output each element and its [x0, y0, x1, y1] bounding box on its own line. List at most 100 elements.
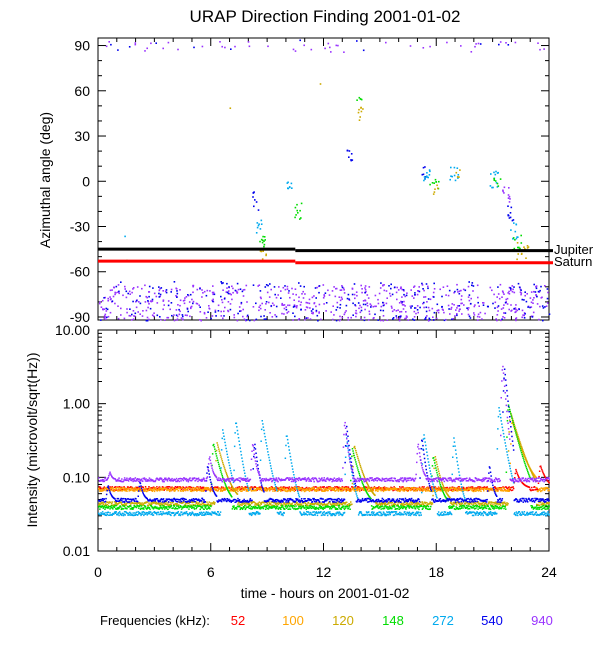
- intensity-point: [392, 489, 395, 491]
- intensity-point: [509, 419, 511, 421]
- intensity-point: [538, 475, 540, 478]
- intensity-point: [257, 507, 259, 509]
- intensity-point: [229, 469, 232, 472]
- intensity-point: [173, 505, 175, 507]
- intensity-point: [199, 489, 201, 492]
- azimuth-point: [152, 287, 154, 289]
- intensity-point: [520, 451, 523, 454]
- intensity-point: [240, 450, 242, 453]
- intensity-point: [232, 488, 235, 490]
- azimuth-point: [433, 296, 435, 298]
- intensity-point: [445, 488, 447, 490]
- azimuth-point: [195, 302, 198, 305]
- intensity-point: [290, 459, 292, 461]
- intensity-point: [415, 488, 417, 490]
- azimuth-point: [451, 303, 454, 305]
- intensity-point: [353, 445, 356, 448]
- intensity-point: [541, 487, 544, 490]
- azimuth-point: [278, 286, 280, 288]
- intensity-point: [138, 507, 140, 509]
- intensity-point: [182, 505, 185, 508]
- azimuth-point: [506, 297, 509, 300]
- azimuth-point: [135, 306, 138, 309]
- azimuth-point: [114, 302, 116, 305]
- intensity-point: [219, 511, 222, 513]
- azimuth-point: [312, 308, 314, 310]
- azimuth-point: [132, 288, 134, 290]
- azimuth-point: [306, 302, 309, 304]
- intensity-point: [208, 507, 210, 509]
- intensity-point: [243, 489, 245, 491]
- intensity-point: [119, 512, 121, 515]
- azimuth-point: [324, 292, 327, 294]
- intensity-point: [314, 507, 316, 509]
- intensity-point: [255, 512, 257, 515]
- intensity-point: [133, 490, 135, 492]
- intensity-point: [293, 486, 295, 489]
- intensity-point: [220, 458, 223, 460]
- intensity-point: [246, 485, 249, 487]
- intensity-point: [341, 503, 343, 506]
- azimuth-point: [159, 316, 161, 318]
- intensity-point: [340, 487, 342, 489]
- intensity-point: [312, 488, 314, 491]
- intensity-point: [189, 487, 191, 490]
- azimuth-point: [437, 311, 440, 314]
- intensity-point: [533, 486, 536, 488]
- intensity-point: [261, 420, 263, 422]
- intensity-point: [493, 507, 496, 509]
- intensity-point: [192, 512, 194, 514]
- intensity-point: [162, 506, 165, 509]
- intensity-point: [316, 514, 319, 517]
- azimuth-point: [158, 289, 161, 292]
- intensity-point: [99, 508, 101, 510]
- intensity-point: [458, 486, 461, 488]
- azimuth-point: [287, 187, 289, 189]
- azimuth-point: [544, 306, 546, 308]
- intensity-point: [228, 492, 231, 494]
- intensity-point: [219, 469, 222, 471]
- azimuth-point: [423, 289, 425, 292]
- intensity-point: [400, 503, 402, 506]
- azimuth-point: [431, 307, 434, 310]
- azimuth-point: [503, 312, 505, 314]
- azimuth-point: [117, 305, 119, 307]
- intensity-point: [245, 486, 247, 489]
- intensity-point: [541, 470, 544, 472]
- intensity-point: [523, 461, 526, 463]
- intensity-point: [361, 469, 363, 472]
- intensity-point: [441, 490, 444, 492]
- azimuth-point: [379, 287, 382, 289]
- intensity-point: [424, 488, 426, 491]
- azimuth-point: [235, 290, 238, 292]
- azimuth-point: [390, 287, 392, 290]
- intensity-point: [229, 493, 231, 495]
- azimuth-point: [351, 287, 354, 290]
- intensity-point: [517, 475, 519, 477]
- intensity-point: [516, 473, 519, 476]
- intensity-point: [350, 490, 352, 492]
- intensity-point: [438, 472, 440, 475]
- intensity-point: [310, 504, 312, 506]
- intensity-point: [258, 507, 261, 510]
- azimuth-point: [288, 186, 291, 188]
- intensity-point: [445, 491, 447, 493]
- intensity-point: [191, 511, 194, 513]
- azimuth-point: [515, 223, 518, 226]
- intensity-point: [302, 513, 305, 515]
- azimuth-point: [471, 284, 473, 287]
- intensity-point: [341, 506, 343, 509]
- intensity-point: [344, 489, 346, 491]
- azimuth-point: [464, 289, 467, 292]
- azimuth-point: [297, 212, 299, 214]
- intensity-point: [281, 505, 284, 507]
- azimuth-point: [385, 302, 388, 305]
- intensity-point: [448, 506, 450, 508]
- azimuth-point: [482, 302, 485, 304]
- intensity-point: [506, 436, 508, 438]
- azimuth-point: [135, 299, 138, 302]
- intensity-point: [472, 488, 474, 490]
- intensity-point: [144, 486, 147, 488]
- azimuth-point: [341, 316, 344, 319]
- intensity-point: [401, 486, 403, 488]
